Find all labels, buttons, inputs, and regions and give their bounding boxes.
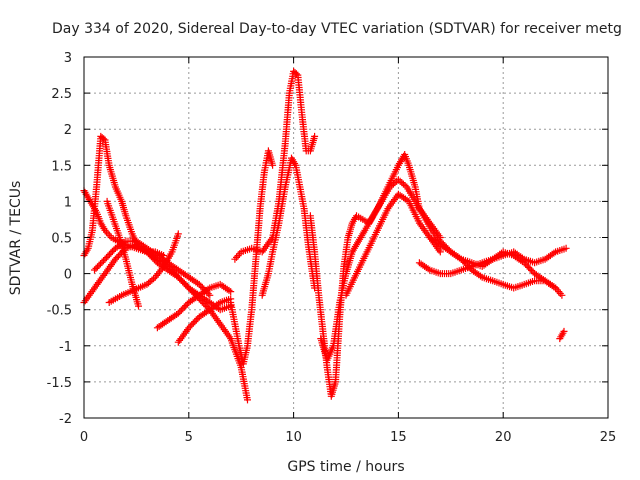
data-point <box>233 253 240 261</box>
data-point <box>192 316 200 324</box>
data-point <box>149 254 157 262</box>
y-tick-label: 2 <box>64 123 72 138</box>
data-point <box>550 249 558 257</box>
data-point <box>424 265 432 273</box>
data-point <box>174 309 182 317</box>
data-point <box>176 308 184 316</box>
data-point <box>100 257 107 265</box>
data-point <box>98 258 106 266</box>
data-point <box>100 135 108 143</box>
data-point <box>177 306 185 314</box>
y-tick-label: -0.5 <box>47 304 72 319</box>
data-point <box>292 70 300 78</box>
data-point <box>311 132 319 140</box>
data-point <box>176 275 184 283</box>
series-arc-8 <box>174 295 235 346</box>
data-point <box>562 244 570 252</box>
data-point <box>107 249 115 257</box>
data-point <box>227 288 235 296</box>
data-points <box>80 67 570 404</box>
y-tick-label: 1.5 <box>51 159 72 174</box>
axis-ticks: 0 5 10 15 20 25 -2 -1.5 -1 -0.5 0 0.5 1 1.5 2 2.5 3 <box>47 51 617 445</box>
x-tick-label: 0 <box>80 430 88 445</box>
series-arc-1 <box>80 187 251 404</box>
data-point <box>244 396 251 404</box>
data-point <box>201 301 209 309</box>
data-point <box>91 266 98 274</box>
x-tick-label: 15 <box>390 430 407 445</box>
data-point <box>185 324 193 332</box>
x-tick-label: 25 <box>600 430 617 445</box>
data-point <box>560 327 568 335</box>
y-tick-label: 0 <box>64 268 72 283</box>
data-point <box>113 254 121 262</box>
y-tick-label: -1 <box>59 340 72 355</box>
data-point <box>97 260 104 268</box>
data-point <box>188 321 196 329</box>
x-axis-label: GPS time / hours <box>287 459 404 475</box>
data-point <box>101 255 109 263</box>
data-point <box>94 263 101 271</box>
y-tick-label: 0.5 <box>51 232 72 247</box>
series-arc-16 <box>426 234 560 292</box>
y-tick-label: 2.5 <box>51 87 72 102</box>
data-point <box>182 302 190 310</box>
data-point <box>111 255 119 263</box>
data-point <box>150 275 158 283</box>
series-arc-11 <box>258 154 319 299</box>
data-point <box>206 291 214 299</box>
data-point <box>104 230 112 238</box>
data-point <box>174 273 182 281</box>
data-point <box>95 261 103 269</box>
data-point <box>135 302 142 310</box>
data-point <box>520 259 528 267</box>
y-axis-label: SDTVAR / TECUs <box>8 181 24 296</box>
data-point <box>197 282 205 290</box>
data-point <box>189 319 197 327</box>
data-point <box>558 291 566 299</box>
data-point <box>215 300 222 308</box>
data-point <box>180 279 188 287</box>
y-tick-label: -1.5 <box>47 376 72 391</box>
x-tick-label: 10 <box>285 430 302 445</box>
data-point <box>92 264 100 272</box>
data-point <box>150 256 158 264</box>
data-point <box>103 254 110 262</box>
y-tick-label: -2 <box>59 412 72 427</box>
data-point <box>195 280 203 288</box>
data-point <box>108 247 116 255</box>
data-point <box>269 161 277 169</box>
series-arc-7 <box>153 280 235 332</box>
data-point <box>522 260 530 268</box>
series-arc-9 <box>227 147 277 368</box>
y-tick-label: 3 <box>64 51 72 66</box>
data-point <box>174 230 182 238</box>
x-tick-label: 5 <box>185 430 193 445</box>
data-point <box>477 272 484 280</box>
chart-title: Day 334 of 2020, Sidereal Day-to-day VTE… <box>52 21 622 37</box>
data-point <box>179 305 187 313</box>
data-point <box>177 276 185 284</box>
data-point <box>231 255 239 263</box>
data-point <box>179 278 187 286</box>
series-arc-6 <box>103 197 142 310</box>
data-point <box>180 303 188 311</box>
y-tick-label: 1 <box>64 195 72 210</box>
data-point <box>550 283 558 291</box>
data-point <box>528 267 536 274</box>
data-point <box>526 265 534 273</box>
data-point <box>436 248 444 256</box>
series-arc-17 <box>556 327 568 343</box>
series-arc-10 <box>231 67 319 263</box>
data-point <box>191 318 199 326</box>
data-point <box>225 286 233 294</box>
data-point <box>114 252 122 260</box>
data-point <box>186 322 194 330</box>
x-tick-label: 20 <box>495 430 512 445</box>
data-point <box>182 281 190 289</box>
data-point <box>552 284 560 292</box>
